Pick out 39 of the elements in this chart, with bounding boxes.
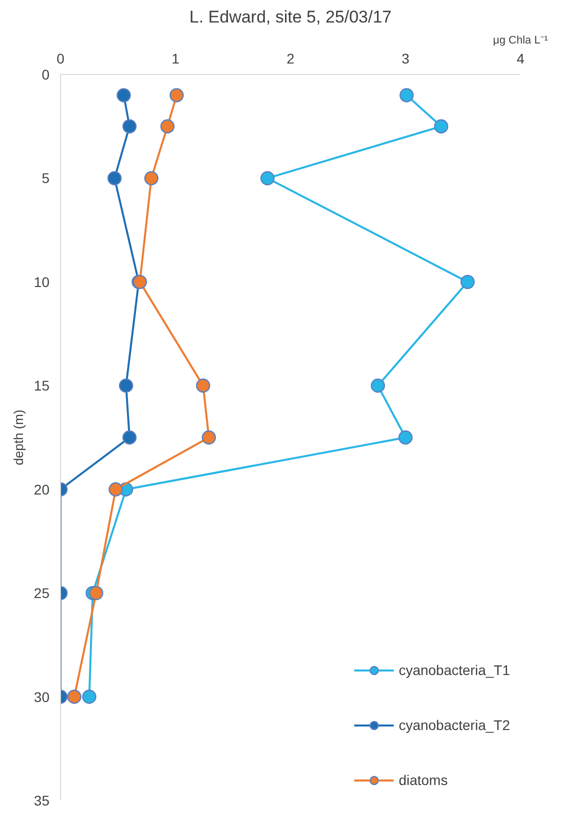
- y-tick-label: 25: [34, 585, 50, 602]
- legend-label: diatoms: [398, 772, 448, 788]
- point: [160, 119, 175, 134]
- legend-label: cyanobacteria_T2: [398, 717, 510, 733]
- x-tick-label: 2: [286, 50, 295, 66]
- point: [202, 430, 216, 445]
- y-tick-label: 30: [34, 688, 50, 705]
- point: [398, 430, 413, 445]
- x-tick-label: 4: [516, 50, 525, 66]
- y-tick-label: 35: [34, 792, 50, 808]
- point: [122, 430, 137, 445]
- point: [400, 88, 414, 102]
- y-tick-label: 10: [34, 274, 50, 290]
- point: [260, 171, 275, 186]
- point: [122, 119, 137, 134]
- point: [82, 690, 96, 704]
- y-tick-label: 0: [42, 66, 50, 82]
- y-tick-label: 20: [34, 481, 50, 498]
- point: [196, 378, 210, 393]
- point: [144, 171, 158, 186]
- point: [118, 378, 134, 393]
- x-tick-label: 0: [56, 50, 65, 66]
- point: [108, 482, 123, 496]
- point: [67, 690, 82, 704]
- x-axis-title: μg Chla L⁻¹: [493, 34, 548, 46]
- x-tick-label: 3: [402, 50, 410, 66]
- point: [370, 378, 385, 393]
- point: [434, 119, 448, 134]
- legend-label: cyanobacteria_T1: [398, 662, 510, 678]
- point: [116, 88, 131, 102]
- y-tick-label: 5: [42, 170, 50, 186]
- chart-title: L. Edward, site 5, 25/03/17: [189, 8, 392, 26]
- point: [460, 274, 475, 290]
- point: [89, 586, 104, 600]
- point: [170, 88, 184, 102]
- y-axis-title: depth (m): [10, 410, 26, 466]
- x-tick-label: 1: [172, 50, 180, 66]
- point: [107, 171, 122, 186]
- y-tick-label: 15: [34, 378, 50, 394]
